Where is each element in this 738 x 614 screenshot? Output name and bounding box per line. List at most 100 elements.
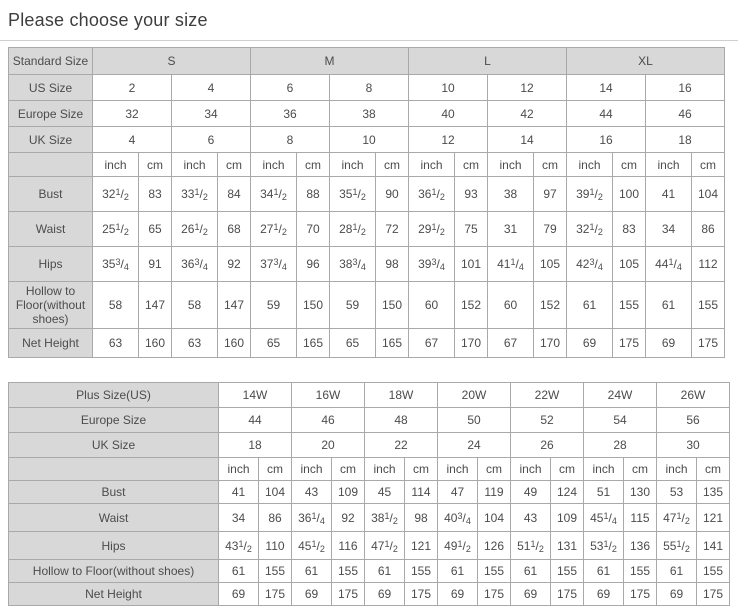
size-value-cell: 6 <box>250 74 330 101</box>
measure-value-cell: 91 <box>138 246 172 282</box>
size-value-cell: 32 <box>92 100 172 127</box>
measure-value-cell: 112 <box>691 246 725 282</box>
unit-cm-cell: cm <box>375 152 409 177</box>
measure-value-cell: 86 <box>691 211 725 247</box>
size-value-cell: 14W <box>218 382 292 408</box>
row-label-cell: US Size <box>8 74 93 101</box>
measure-value-cell: 175 <box>623 582 657 606</box>
measure-value-cell: 491/2 <box>437 531 478 560</box>
row-label-cell: Plus Size(US) <box>8 382 219 408</box>
unit-inch-cell: inch <box>291 457 332 481</box>
measure-value-cell: 79 <box>533 211 567 247</box>
measure-value-cell: 152 <box>454 281 488 329</box>
unit-cm-cell: cm <box>477 457 511 481</box>
unit-cm-cell: cm <box>533 152 567 177</box>
measure-value-cell: 53 <box>656 480 697 504</box>
measure-value-cell: 114 <box>404 480 438 504</box>
measure-value-cell: 109 <box>550 503 584 532</box>
row-label-cell: Hollow to Floor(without shoes) <box>8 281 93 329</box>
measure-value-cell: 353/4 <box>92 246 139 282</box>
measure-value-cell: 58 <box>171 281 218 329</box>
measure-value-cell: 361/4 <box>291 503 332 532</box>
measure-value-cell: 126 <box>477 531 511 560</box>
size-value-cell: 12 <box>487 74 567 101</box>
size-value-cell: 46 <box>291 407 365 433</box>
measure-value-cell: 63 <box>92 328 139 358</box>
unit-row-label-cell <box>8 152 93 177</box>
measure-value-cell: 65 <box>329 328 376 358</box>
plus-size-table: Plus Size(US) 14W 16W 18W 20W 22W 24W 26W Europe… <box>8 382 730 606</box>
measure-value-cell: 393/4 <box>408 246 455 282</box>
unit-inch-cell: inch <box>566 152 613 177</box>
size-value-cell: 4 <box>171 74 251 101</box>
measure-value-cell: 261/2 <box>171 211 218 247</box>
measure-value-cell: 251/2 <box>92 211 139 247</box>
measure-value-cell: 551/2 <box>656 531 697 560</box>
size-value-cell: 54 <box>583 407 657 433</box>
measure-value-cell: 152 <box>533 281 567 329</box>
measure-value-cell: 83 <box>138 176 172 212</box>
measure-value-cell: 98 <box>404 503 438 532</box>
measure-value-cell: 49 <box>510 480 551 504</box>
unit-cm-cell: cm <box>691 152 725 177</box>
measure-value-cell: 175 <box>550 582 584 606</box>
measure-value-cell: 92 <box>331 503 365 532</box>
measure-value-cell: 72 <box>375 211 409 247</box>
measure-value-cell: 150 <box>296 281 330 329</box>
measure-value-cell: 88 <box>296 176 330 212</box>
unit-cm-cell: cm <box>696 457 730 481</box>
measure-value-cell: 45 <box>364 480 405 504</box>
measure-value-cell: 135 <box>696 480 730 504</box>
row-label-cell: UK Size <box>8 432 219 458</box>
size-value-cell: 26W <box>656 382 730 408</box>
unit-inch-cell: inch <box>329 152 376 177</box>
measure-value-cell: 511/2 <box>510 531 551 560</box>
row-label-cell: UK Size <box>8 126 93 153</box>
size-value-cell: 28 <box>583 432 657 458</box>
size-value-cell: 44 <box>566 100 646 127</box>
unit-cm-cell: cm <box>404 457 438 481</box>
size-value-cell: 8 <box>329 74 409 101</box>
measure-value-cell: 69 <box>291 582 332 606</box>
size-value-cell: 4 <box>92 126 172 153</box>
measure-value-cell: 67 <box>487 328 534 358</box>
measure-value-cell: 86 <box>258 503 292 532</box>
measure-value-cell: 34 <box>645 211 692 247</box>
measure-value-cell: 100 <box>612 176 646 212</box>
unit-inch-cell: inch <box>510 457 551 481</box>
measure-value-cell: 160 <box>138 328 172 358</box>
unit-cm-cell: cm <box>623 457 657 481</box>
measure-value-cell: 175 <box>258 582 292 606</box>
size-value-cell: 26 <box>510 432 584 458</box>
measure-value-cell: 60 <box>487 281 534 329</box>
measure-value-cell: 104 <box>691 176 725 212</box>
measure-value-cell: 155 <box>691 281 725 329</box>
measure-value-cell: 291/2 <box>408 211 455 247</box>
measure-value-cell: 451/2 <box>291 531 332 560</box>
measure-value-cell: 165 <box>375 328 409 358</box>
unit-inch-cell: inch <box>92 152 139 177</box>
measure-value-cell: 351/2 <box>329 176 376 212</box>
unit-inch-cell: inch <box>645 152 692 177</box>
measure-value-cell: 69 <box>364 582 405 606</box>
measure-value-cell: 65 <box>250 328 297 358</box>
measure-value-cell: 165 <box>296 328 330 358</box>
measure-value-cell: 96 <box>296 246 330 282</box>
size-value-cell: 46 <box>645 100 725 127</box>
measure-value-cell: 51 <box>583 480 624 504</box>
measure-value-cell: 109 <box>331 480 365 504</box>
size-value-cell: 20 <box>291 432 365 458</box>
unit-cm-cell: cm <box>296 152 330 177</box>
row-label-cell: Europe Size <box>8 100 93 127</box>
measure-value-cell: 391/2 <box>566 176 613 212</box>
size-value-cell: 22 <box>364 432 438 458</box>
measure-value-cell: 83 <box>612 211 646 247</box>
measure-value-cell: 31 <box>487 211 534 247</box>
row-label-cell: Bust <box>8 176 93 212</box>
standard-size-table: Standard Size S M L XL US Size 2 4 6 8 10 12 14 16 Eur… <box>8 47 725 358</box>
measure-value-cell: 175 <box>331 582 365 606</box>
unit-inch-cell: inch <box>656 457 697 481</box>
measure-value-cell: 104 <box>258 480 292 504</box>
measure-value-cell: 170 <box>454 328 488 358</box>
